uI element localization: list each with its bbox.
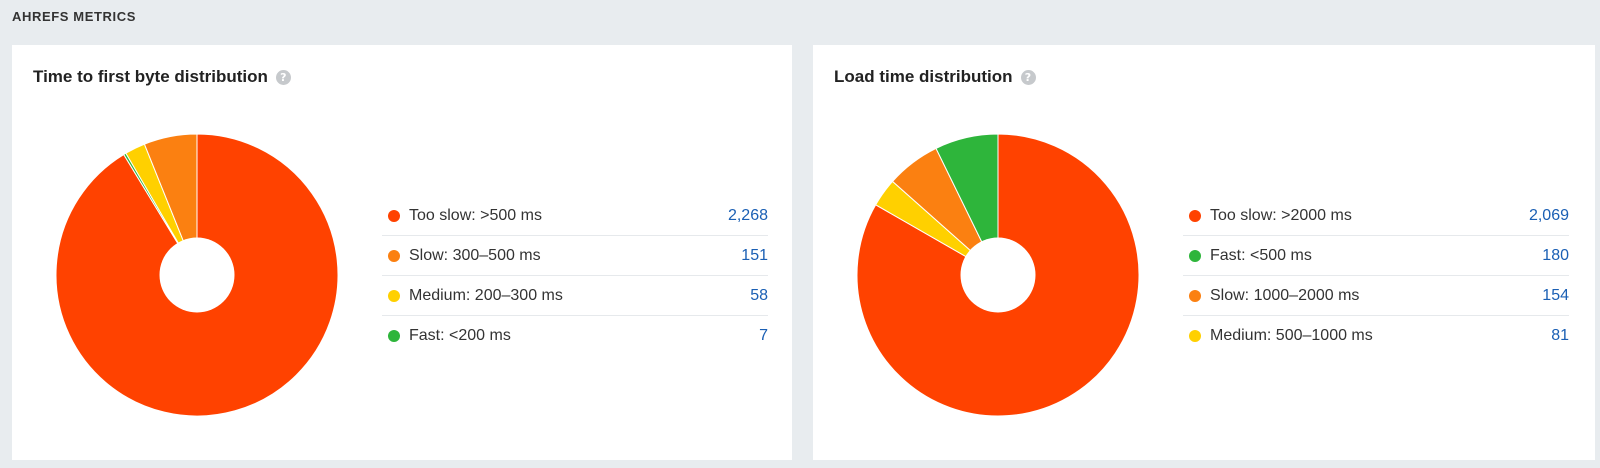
card-title: Time to first byte distribution (33, 67, 268, 86)
legend-label: Medium: 200–300 ms (409, 286, 563, 304)
load-time-pie-chart (856, 133, 1140, 417)
legend-row[interactable]: Medium: 200–300 ms 58 (382, 276, 768, 316)
pie-slice[interactable] (935, 133, 999, 276)
legend-row[interactable]: Slow: 300–500 ms 151 (382, 236, 768, 276)
donut-hole (960, 237, 1036, 313)
legend-row[interactable]: Medium: 500–1000 ms 81 (1183, 316, 1569, 356)
legend-dot (1189, 209, 1201, 222)
legend-label: Fast: <500 ms (1210, 246, 1312, 264)
legend-value-link[interactable]: 2,069 (1528, 206, 1569, 224)
legend-dot (388, 289, 400, 302)
card-header: Load time distribution ? (834, 67, 1036, 87)
legend-value-link[interactable]: 2,268 (727, 206, 768, 224)
legend-row[interactable]: Fast: <200 ms 7 (382, 316, 768, 356)
legend-value-link[interactable]: 151 (741, 246, 768, 264)
ttfb-distribution-card: Time to first byte distribution ? Too sl… (12, 45, 792, 460)
legend-label: Fast: <200 ms (409, 327, 511, 344)
legend-value-link[interactable]: 81 (1551, 327, 1569, 344)
legend-dot (1189, 330, 1201, 342)
load-time-distribution-card: Load time distribution ? Too slow: >2000… (813, 45, 1595, 460)
pie-slice[interactable] (143, 133, 198, 276)
legend-row[interactable]: Fast: <500 ms 180 (1183, 236, 1569, 276)
legend-dot (1189, 289, 1201, 302)
legend-row[interactable]: Too slow: >2000 ms 2,069 (1183, 196, 1569, 236)
legend-value-link[interactable]: 154 (1542, 286, 1569, 304)
help-icon[interactable]: ? (275, 69, 291, 85)
legend-dot (1189, 249, 1201, 262)
ttfb-legend: Too slow: >500 ms 2,268 Slow: 300–500 ms… (382, 196, 768, 356)
load-time-legend: Too slow: >2000 ms 2,069 Fast: <500 ms 1… (1183, 196, 1569, 356)
legend-label: Too slow: >2000 ms (1210, 206, 1352, 224)
legend-dot (388, 249, 400, 262)
ttfb-pie-chart (55, 133, 339, 417)
legend-value-link[interactable]: 180 (1542, 246, 1569, 264)
card-header: Time to first byte distribution ? (33, 67, 291, 87)
legend-label: Medium: 500–1000 ms (1210, 327, 1373, 344)
legend-row[interactable]: Slow: 1000–2000 ms 154 (1183, 276, 1569, 316)
legend-dot (388, 209, 400, 222)
legend-value-link[interactable]: 7 (759, 327, 768, 344)
section-title: AHREFS METRICS (12, 9, 136, 24)
legend-value-link[interactable]: 58 (750, 286, 768, 304)
legend-label: Too slow: >500 ms (409, 206, 542, 224)
legend-label: Slow: 1000–2000 ms (1210, 286, 1360, 304)
donut-hole (159, 237, 235, 313)
legend-label: Slow: 300–500 ms (409, 246, 541, 264)
help-icon[interactable]: ? (1020, 69, 1036, 85)
legend-dot (388, 330, 400, 342)
card-title: Load time distribution (834, 67, 1013, 86)
legend-row[interactable]: Too slow: >500 ms 2,268 (382, 196, 768, 236)
